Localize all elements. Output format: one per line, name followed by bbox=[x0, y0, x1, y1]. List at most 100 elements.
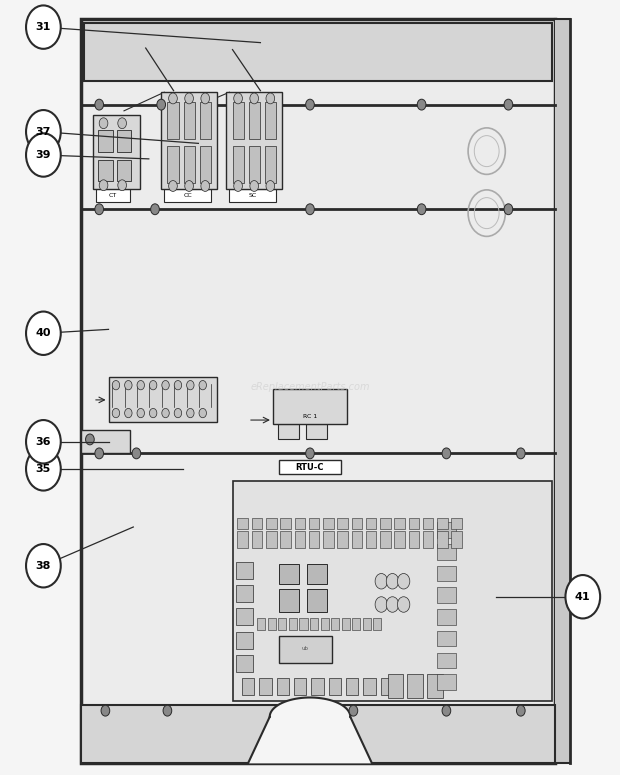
Bar bbox=[117, 130, 131, 152]
Circle shape bbox=[112, 408, 120, 418]
Bar bbox=[81, 430, 130, 453]
Bar bbox=[98, 130, 113, 152]
Bar bbox=[279, 636, 332, 663]
Circle shape bbox=[266, 181, 275, 191]
Circle shape bbox=[99, 118, 108, 129]
Circle shape bbox=[125, 381, 132, 390]
Bar bbox=[309, 531, 319, 548]
Bar bbox=[309, 518, 319, 529]
Circle shape bbox=[185, 181, 193, 191]
Bar bbox=[226, 92, 282, 189]
Bar bbox=[380, 518, 391, 529]
Circle shape bbox=[174, 408, 182, 418]
Bar bbox=[437, 631, 456, 646]
Bar bbox=[437, 674, 456, 690]
Bar bbox=[266, 531, 277, 548]
Circle shape bbox=[163, 705, 172, 716]
Bar bbox=[161, 92, 217, 189]
Bar bbox=[200, 102, 211, 139]
Bar bbox=[437, 587, 456, 603]
Text: 40: 40 bbox=[36, 329, 51, 338]
Bar bbox=[236, 655, 253, 672]
Bar bbox=[323, 518, 334, 529]
Text: 35: 35 bbox=[36, 464, 51, 474]
Circle shape bbox=[417, 99, 426, 110]
Circle shape bbox=[26, 110, 61, 153]
Bar bbox=[232, 146, 244, 183]
Bar bbox=[407, 674, 423, 698]
Bar bbox=[236, 608, 253, 625]
Circle shape bbox=[250, 93, 259, 104]
Bar bbox=[184, 102, 195, 139]
Bar bbox=[249, 102, 260, 139]
Bar bbox=[98, 160, 113, 181]
Bar bbox=[200, 146, 211, 183]
Bar bbox=[236, 585, 253, 602]
Bar bbox=[279, 589, 299, 612]
Bar bbox=[259, 678, 272, 695]
Bar bbox=[373, 618, 381, 630]
Circle shape bbox=[375, 597, 388, 612]
Bar bbox=[81, 19, 555, 763]
Bar bbox=[294, 518, 305, 529]
Circle shape bbox=[174, 381, 182, 390]
Text: eReplacementParts.com: eReplacementParts.com bbox=[250, 383, 370, 392]
Bar bbox=[451, 531, 462, 548]
Bar bbox=[363, 678, 376, 695]
Circle shape bbox=[99, 180, 108, 191]
Circle shape bbox=[169, 181, 177, 191]
Bar bbox=[294, 678, 306, 695]
Bar bbox=[81, 705, 555, 763]
Bar bbox=[96, 189, 130, 202]
Circle shape bbox=[26, 447, 61, 491]
Circle shape bbox=[185, 93, 193, 104]
Circle shape bbox=[386, 574, 399, 589]
Circle shape bbox=[162, 381, 169, 390]
Circle shape bbox=[504, 99, 513, 110]
Text: 36: 36 bbox=[36, 437, 51, 446]
Bar bbox=[289, 618, 297, 630]
Bar bbox=[427, 674, 443, 698]
Bar bbox=[232, 102, 244, 139]
Bar bbox=[237, 518, 248, 529]
Bar bbox=[366, 518, 376, 529]
Bar bbox=[555, 19, 570, 763]
Circle shape bbox=[26, 133, 61, 177]
Text: 31: 31 bbox=[36, 22, 51, 32]
Circle shape bbox=[101, 705, 110, 716]
Circle shape bbox=[157, 99, 166, 110]
Bar bbox=[93, 115, 140, 189]
Bar bbox=[451, 518, 462, 529]
Circle shape bbox=[86, 434, 94, 445]
Text: 38: 38 bbox=[36, 561, 51, 570]
Bar bbox=[423, 518, 433, 529]
Circle shape bbox=[386, 597, 399, 612]
Bar bbox=[307, 589, 327, 612]
Bar bbox=[266, 518, 277, 529]
Circle shape bbox=[442, 705, 451, 716]
Text: ub: ub bbox=[301, 646, 309, 651]
Bar bbox=[437, 544, 456, 560]
Bar bbox=[229, 189, 276, 202]
Circle shape bbox=[375, 574, 388, 589]
Circle shape bbox=[95, 448, 104, 459]
Circle shape bbox=[149, 408, 157, 418]
Circle shape bbox=[201, 93, 210, 104]
Bar bbox=[409, 518, 419, 529]
Circle shape bbox=[95, 99, 104, 110]
Bar bbox=[310, 618, 318, 630]
Circle shape bbox=[516, 448, 525, 459]
Bar bbox=[394, 531, 405, 548]
Bar bbox=[277, 678, 289, 695]
Bar bbox=[363, 618, 371, 630]
Text: RC 1: RC 1 bbox=[303, 414, 317, 418]
Bar bbox=[352, 618, 360, 630]
Text: 37: 37 bbox=[36, 127, 51, 136]
Bar bbox=[164, 189, 211, 202]
Circle shape bbox=[234, 181, 242, 191]
Bar bbox=[409, 531, 419, 548]
Circle shape bbox=[417, 204, 426, 215]
Circle shape bbox=[132, 448, 141, 459]
Text: 41: 41 bbox=[575, 592, 591, 601]
Bar bbox=[337, 531, 348, 548]
